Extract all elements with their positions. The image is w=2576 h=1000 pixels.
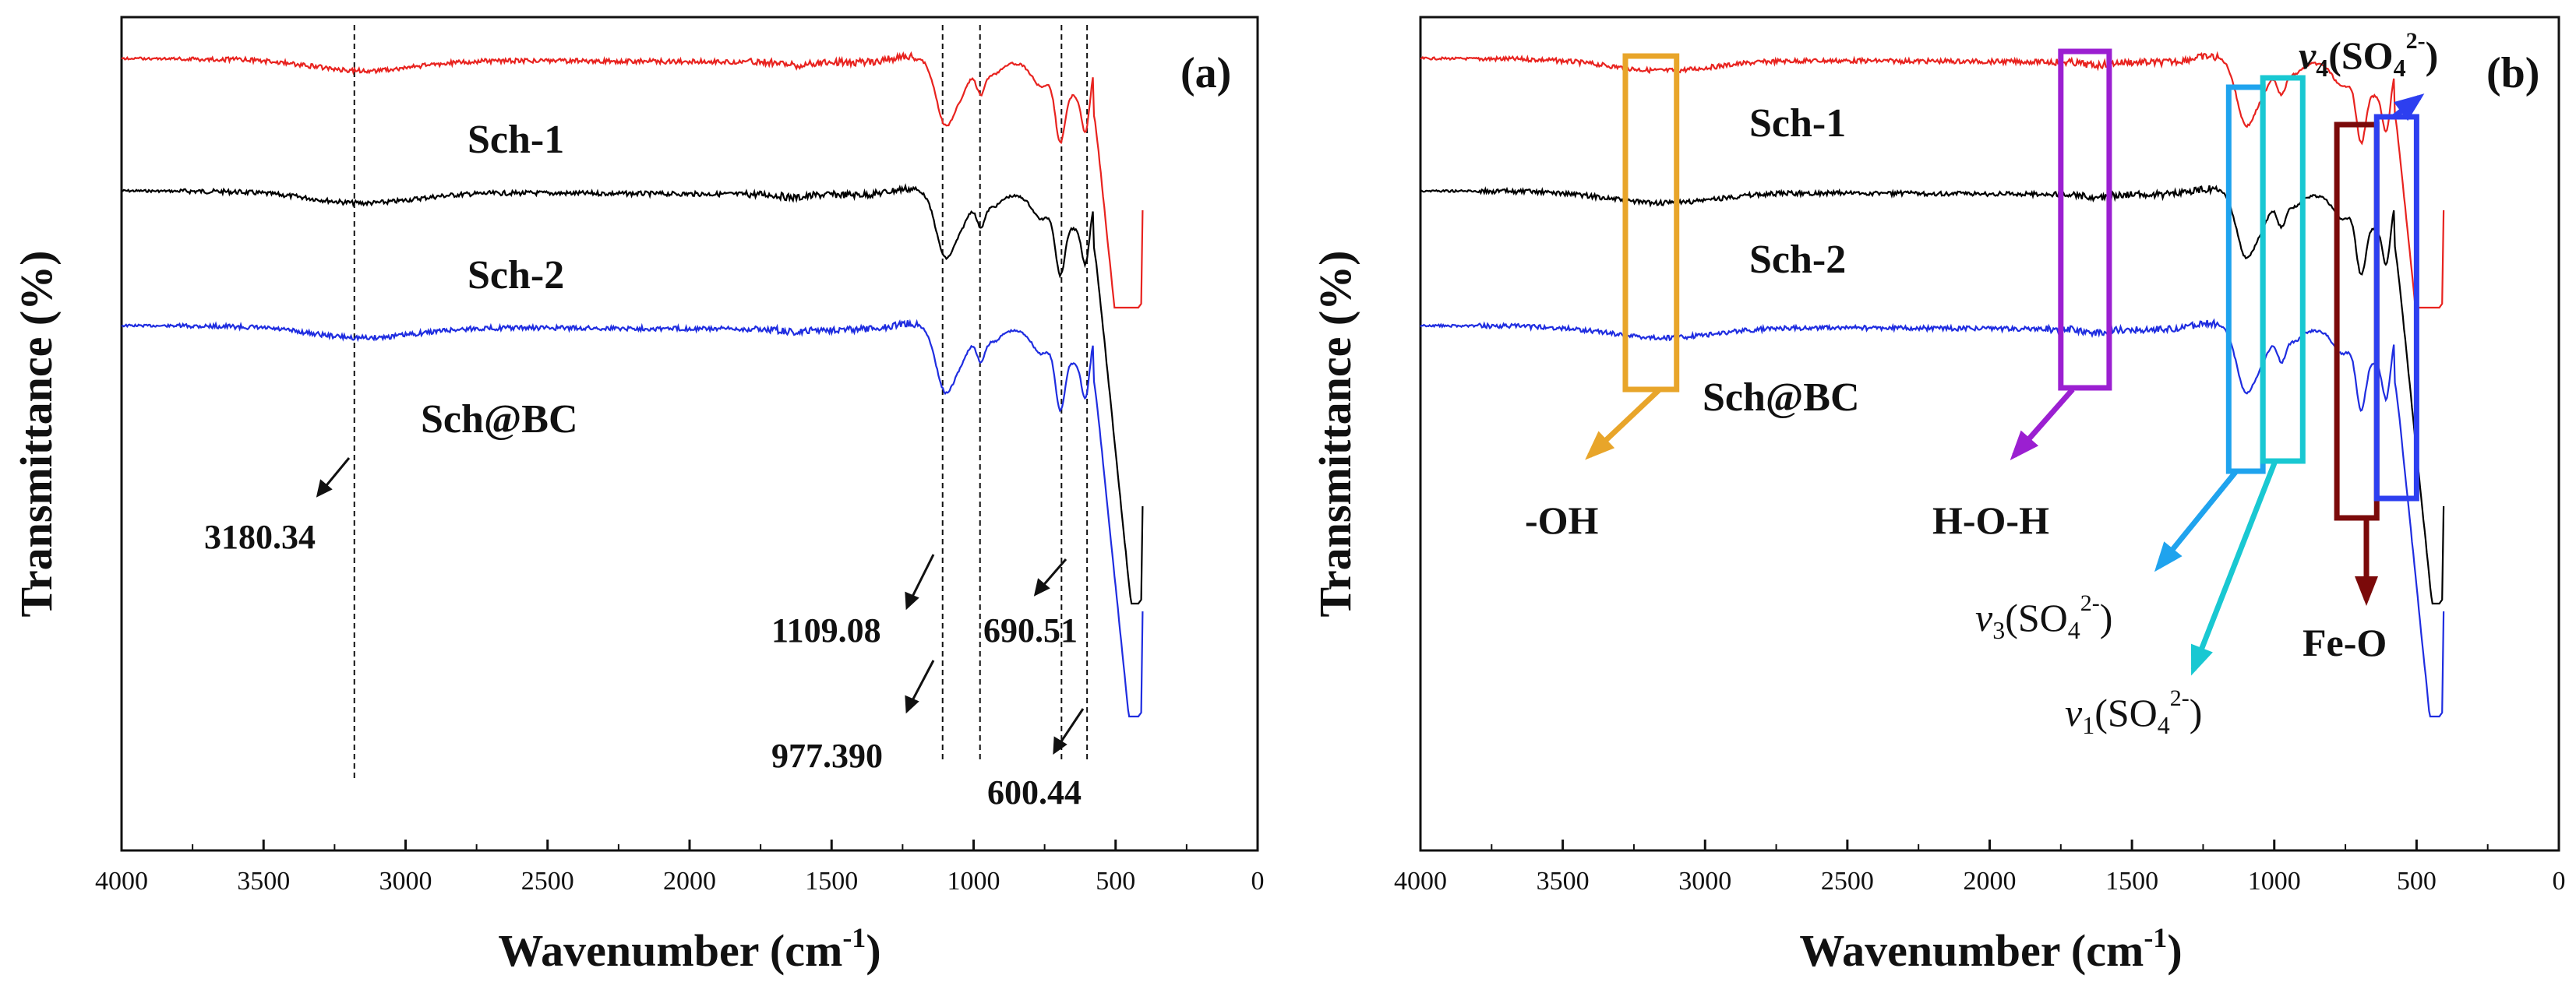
x-axis-label-b: Wavenumber (cm-1) bbox=[1799, 922, 2182, 976]
curves-a bbox=[121, 51, 1144, 718]
series-label-schbc-a: Sch@BC bbox=[421, 397, 578, 442]
y-axis-label-a: Transmittance (%) bbox=[11, 251, 62, 618]
series-line-sch-1-b bbox=[1420, 51, 2445, 309]
series-line-sch-bc-a bbox=[121, 319, 1144, 718]
x-tick-label-a-1: 3500 bbox=[237, 867, 290, 896]
x-tick-label-a-8: 0 bbox=[1251, 867, 1265, 896]
series-label-sch1-a: Sch-1 bbox=[468, 118, 564, 162]
band-label-hoh: H-O-H bbox=[1932, 498, 2049, 542]
series-label-sch2-b: Sch-2 bbox=[1749, 238, 1846, 282]
band-box-4 bbox=[2334, 121, 2380, 521]
band-label-v4-sub: 4 bbox=[2316, 54, 2328, 82]
panel-label-a: (a) bbox=[1180, 49, 1231, 97]
x-tick-label-a-2: 3000 bbox=[379, 867, 432, 896]
x-tick-label-b-8: 0 bbox=[2553, 867, 2566, 896]
band-label-v1-main: v bbox=[2065, 691, 2083, 734]
band-arrowhead-4 bbox=[2355, 576, 2378, 606]
annotation-690: 690.51 bbox=[983, 611, 1078, 650]
x-axis-label-b-sup: -1 bbox=[2144, 922, 2167, 953]
band-label-v1-sub2: 4 bbox=[2158, 711, 2170, 739]
x-tick-label-b-5: 1500 bbox=[2105, 867, 2158, 896]
series-line-sch-2-a bbox=[121, 183, 1144, 605]
series-line-sch-1-a bbox=[121, 51, 1144, 309]
band-label-v4-sup2: 2- bbox=[2406, 28, 2426, 54]
x-tick-label-a-3: 2500 bbox=[521, 867, 574, 896]
x-ticks-b: 4000 3500 3000 2500 2000 1500 1000 500 0 bbox=[1394, 840, 2566, 896]
band-arrowhead-5 bbox=[2394, 93, 2425, 121]
x-tick-label-b-1: 3500 bbox=[1537, 867, 1590, 896]
band-arrow-3 bbox=[2190, 460, 2278, 671]
annotation-3180: 3180.34 bbox=[204, 518, 316, 556]
annotation-1109: 1109.08 bbox=[771, 611, 881, 650]
x-tick-label-b-0: 4000 bbox=[1394, 867, 1447, 896]
panel-a: 4000 3500 3000 2500 2000 1500 1000 500 0 (a) Sch… bbox=[11, 16, 1265, 976]
x-tick-label-b-6: 1000 bbox=[2248, 867, 2301, 896]
band-label-feo: Fe-O bbox=[2303, 621, 2387, 664]
band-arrows-b bbox=[1585, 93, 2425, 676]
panel-label-b: (b) bbox=[2486, 49, 2539, 97]
series-line-sch-bc-b bbox=[1420, 318, 2445, 718]
x-axis-label-a: Wavenumber (cm-1) bbox=[498, 922, 880, 976]
x-tick-label-a-5: 1500 bbox=[805, 867, 858, 896]
band-label-v3-main: v bbox=[1975, 596, 1993, 639]
band-label-v1: v1(SO42-) bbox=[2065, 685, 2202, 739]
band-label-v4-sub2: 4 bbox=[2394, 54, 2406, 82]
x-tick-label-b-3: 2500 bbox=[1821, 867, 1874, 896]
x-tick-label-a-7: 500 bbox=[1096, 867, 1135, 896]
band-label-v1-sub: 1 bbox=[2082, 711, 2094, 739]
band-label-v3: v3(SO42-) bbox=[1975, 590, 2112, 644]
band-label-v4: v4(SO42-) bbox=[2299, 28, 2438, 82]
annotation-arrows-a bbox=[316, 457, 1085, 755]
band-label-v4-open: (SO bbox=[2328, 33, 2393, 77]
band-arrowhead-3 bbox=[2190, 643, 2213, 676]
x-ticks-a: 4000 3500 3000 2500 2000 1500 1000 500 0 bbox=[95, 840, 1265, 896]
band-label-v3-open: (SO bbox=[2005, 596, 2068, 639]
x-tick-label-b-2: 3000 bbox=[1678, 867, 1731, 896]
band-label-v1-close: ) bbox=[2190, 691, 2203, 734]
band-label-v3-sup2: 2- bbox=[2080, 590, 2100, 616]
annotation-600: 600.44 bbox=[987, 773, 1082, 812]
band-box-0 bbox=[1622, 53, 1680, 393]
x-axis-label-a-close: ) bbox=[866, 925, 880, 976]
x-tick-label-b-7: 500 bbox=[2397, 867, 2437, 896]
band-box-1 bbox=[2058, 48, 2112, 391]
series-label-sch2-a: Sch-2 bbox=[468, 253, 564, 298]
x-axis-label-a-main: Wavenumber (cm bbox=[498, 925, 842, 976]
series-line-sch-2-b bbox=[1420, 185, 2445, 605]
x-axis-label-b-main: Wavenumber (cm bbox=[1799, 925, 2144, 976]
band-box-2 bbox=[2225, 84, 2266, 474]
band-arrowhead-1 bbox=[2010, 430, 2039, 460]
band-box-5 bbox=[2373, 114, 2419, 502]
band-label-v1-open: (SO bbox=[2094, 691, 2158, 734]
panel-b: 4000 3500 3000 2500 2000 1500 1000 500 0 (b) Sch… bbox=[1310, 16, 2566, 976]
x-axis-label-a-sup: -1 bbox=[842, 922, 866, 953]
band-label-v3-close: ) bbox=[2100, 596, 2113, 639]
band-label-v4-main: v bbox=[2299, 33, 2317, 77]
curves-b bbox=[1420, 51, 2445, 718]
series-label-schbc-b: Sch@BC bbox=[1703, 375, 1860, 420]
band-label-v1-sup2: 2- bbox=[2170, 685, 2190, 711]
band-arrowhead-2 bbox=[2154, 541, 2183, 572]
annotation-977: 977.390 bbox=[771, 737, 883, 775]
x-tick-label-b-4: 2000 bbox=[1964, 867, 2017, 896]
plot-frame-b bbox=[1419, 16, 2560, 852]
x-tick-label-a-4: 2000 bbox=[663, 867, 716, 896]
band-box-3 bbox=[2260, 75, 2306, 464]
band-label-oh: -OH bbox=[1525, 498, 1599, 542]
x-tick-label-a-0: 4000 bbox=[95, 867, 148, 896]
y-axis-label-b: Transmittance (%) bbox=[1310, 251, 1360, 618]
x-axis-label-b-close: ) bbox=[2167, 925, 2182, 976]
band-label-v3-sub2: 4 bbox=[2068, 616, 2080, 644]
x-tick-label-a-6: 1000 bbox=[947, 867, 1000, 896]
series-label-sch1-b: Sch-1 bbox=[1749, 101, 1846, 146]
band-arrowhead-0 bbox=[1585, 431, 1615, 460]
band-label-v4-close: ) bbox=[2426, 33, 2439, 77]
band-label-v3-sub: 3 bbox=[1992, 616, 2005, 644]
